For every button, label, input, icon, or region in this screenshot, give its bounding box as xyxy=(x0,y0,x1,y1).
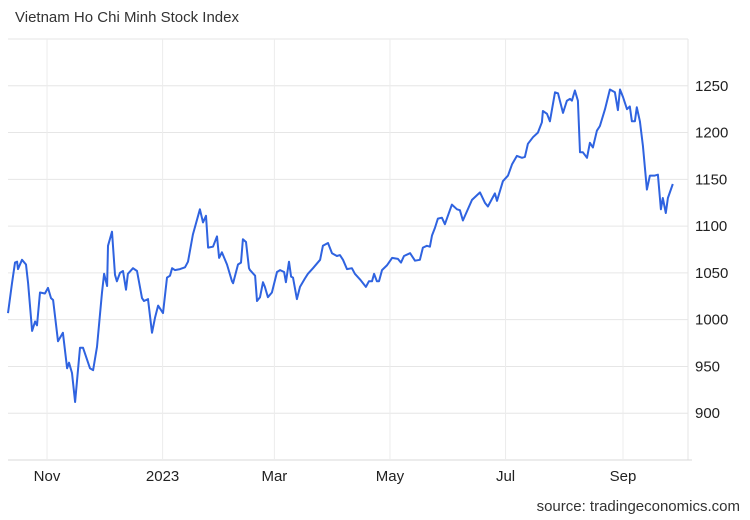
chart-title: Vietnam Ho Chi Minh Stock Index xyxy=(15,9,239,26)
x-tick-label: 2023 xyxy=(146,468,179,485)
grid xyxy=(8,38,692,461)
y-tick-label: 1100 xyxy=(695,218,727,235)
x-tick-label: Nov xyxy=(34,468,61,485)
y-axis: 900 950 1000 1050 1100 1150 1200 1250 xyxy=(695,78,728,422)
y-tick-label: 1050 xyxy=(695,265,728,282)
x-tick-label: Mar xyxy=(261,468,287,485)
series-line xyxy=(7,88,674,403)
y-tick-label: 1250 xyxy=(695,78,728,95)
source-credit: source: tradingeconomics.com xyxy=(536,498,740,515)
x-axis: Nov 2023 Mar May Jul Sep xyxy=(34,468,637,485)
y-tick-label: 1000 xyxy=(695,312,728,329)
y-tick-label: 900 xyxy=(695,405,720,422)
y-tick-label: 1150 xyxy=(695,171,727,188)
y-tick-label: 950 xyxy=(695,358,720,375)
x-tick-label: Sep xyxy=(610,468,637,485)
x-tick-label: May xyxy=(376,468,405,485)
y-tick-label: 1200 xyxy=(695,125,728,142)
x-tick-label: Jul xyxy=(496,468,515,485)
